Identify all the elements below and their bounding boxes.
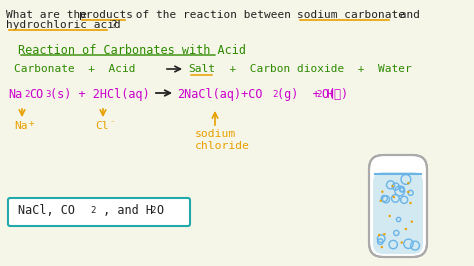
Text: O(: O( (321, 88, 335, 101)
FancyBboxPatch shape (373, 172, 423, 254)
Circle shape (405, 228, 407, 230)
Text: products: products (79, 10, 133, 20)
Text: Na: Na (14, 121, 27, 131)
Text: Na: Na (8, 88, 22, 101)
Text: CO: CO (29, 88, 43, 101)
Text: Reaction of Carbonates with Acid: Reaction of Carbonates with Acid (18, 44, 246, 57)
Circle shape (392, 196, 395, 198)
Text: Cl: Cl (95, 121, 109, 131)
FancyBboxPatch shape (369, 155, 427, 257)
Text: Salt: Salt (188, 64, 215, 74)
Text: NaCl, CO: NaCl, CO (18, 204, 75, 217)
Circle shape (410, 221, 413, 223)
Text: and: and (393, 10, 420, 20)
Text: 2: 2 (24, 90, 29, 99)
Text: ℓ: ℓ (333, 88, 340, 101)
Circle shape (389, 215, 391, 217)
Circle shape (378, 234, 381, 236)
Text: O: O (156, 204, 163, 217)
Circle shape (383, 233, 385, 235)
Circle shape (407, 191, 410, 193)
Text: 3: 3 (45, 90, 50, 99)
Text: , and H: , and H (96, 204, 153, 217)
Text: 2: 2 (90, 206, 95, 215)
Circle shape (407, 182, 410, 184)
Circle shape (381, 246, 383, 248)
Text: Carbonate  +  Acid: Carbonate + Acid (14, 64, 136, 74)
Text: +  Carbon dioxide  +  Water: + Carbon dioxide + Water (216, 64, 412, 74)
Text: of the reaction between: of the reaction between (129, 10, 298, 20)
Text: ?: ? (111, 20, 118, 30)
Text: 2: 2 (272, 90, 277, 99)
Text: 2: 2 (150, 206, 155, 215)
Circle shape (380, 200, 382, 202)
Text: hydrochloric acid: hydrochloric acid (6, 20, 121, 30)
Circle shape (392, 185, 394, 187)
Text: chloride: chloride (195, 141, 250, 151)
Text: (g)  + H: (g) + H (277, 88, 334, 101)
Text: sodium: sodium (195, 129, 236, 139)
Text: 2NaCl(aq)+CO: 2NaCl(aq)+CO (177, 88, 263, 101)
Text: 2: 2 (316, 90, 321, 99)
Text: sodium carbonate: sodium carbonate (297, 10, 405, 20)
Circle shape (381, 190, 383, 193)
Circle shape (401, 241, 403, 244)
FancyBboxPatch shape (8, 198, 190, 226)
Text: ): ) (340, 88, 347, 101)
Text: ⁻: ⁻ (110, 119, 115, 128)
Text: What are the: What are the (6, 10, 94, 20)
Circle shape (409, 202, 412, 204)
Text: +: + (29, 119, 35, 128)
Text: (s) + 2HCl(aq): (s) + 2HCl(aq) (50, 88, 150, 101)
